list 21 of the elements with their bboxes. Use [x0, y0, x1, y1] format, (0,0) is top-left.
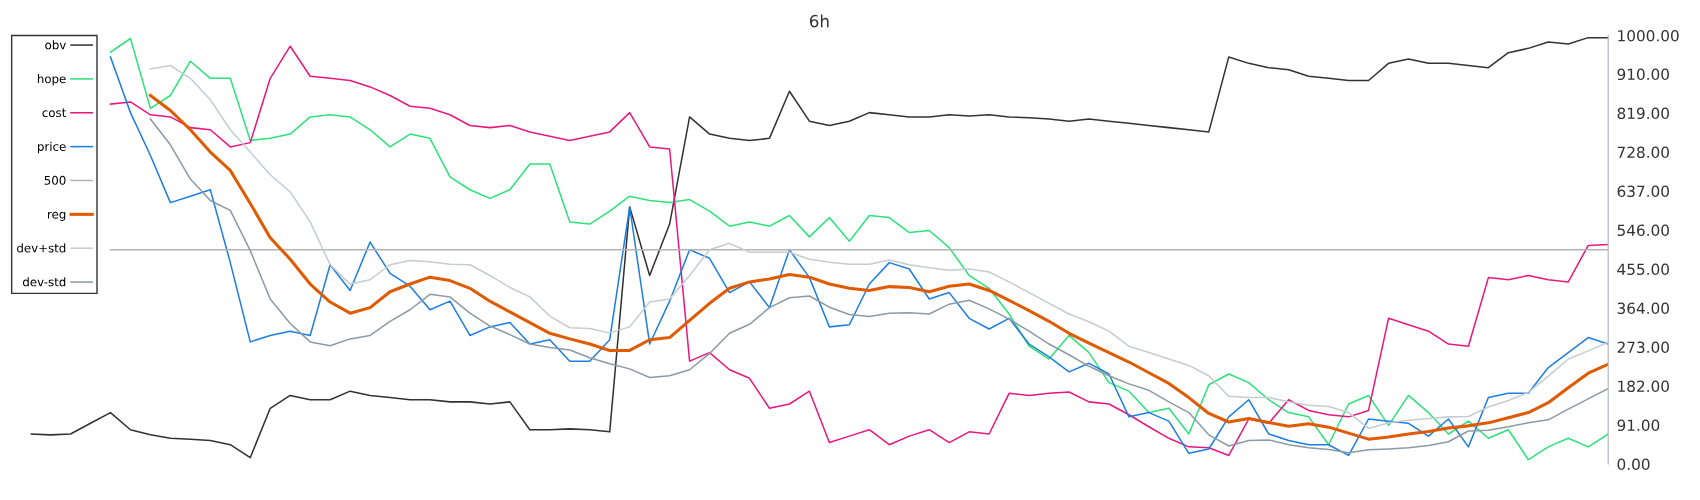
y-tick-label: 819.00 — [1617, 107, 1669, 120]
y-tick-label: 273.00 — [1617, 341, 1669, 354]
y-tick-label: 0.00 — [1617, 458, 1650, 471]
legend-label: cost — [42, 108, 67, 118]
y-tick-label: 182.00 — [1618, 380, 1669, 393]
y-tick-label: 637.00 — [1617, 185, 1669, 198]
y-tick-label: 546.00 — [1617, 224, 1669, 237]
y-tick-label: 910.00 — [1617, 68, 1669, 81]
legend-label: dev+std — [17, 243, 66, 253]
y-tick-label: 728.00 — [1617, 146, 1669, 159]
y-tick-label: 455.00 — [1617, 263, 1669, 276]
legend-label: 500 — [44, 175, 66, 185]
y-tick-label: 91.00 — [1617, 419, 1660, 432]
legend-label: hope — [37, 74, 66, 86]
y-tick-label: 1000.00 — [1618, 29, 1679, 42]
chart-title: 6h — [809, 14, 829, 28]
legend-label: reg — [48, 211, 66, 221]
y-tick-label: 364.00 — [1617, 302, 1669, 315]
legend-label: obv — [45, 40, 66, 50]
legend-label: dev-std — [22, 277, 66, 287]
legend-label: price — [37, 141, 66, 154]
